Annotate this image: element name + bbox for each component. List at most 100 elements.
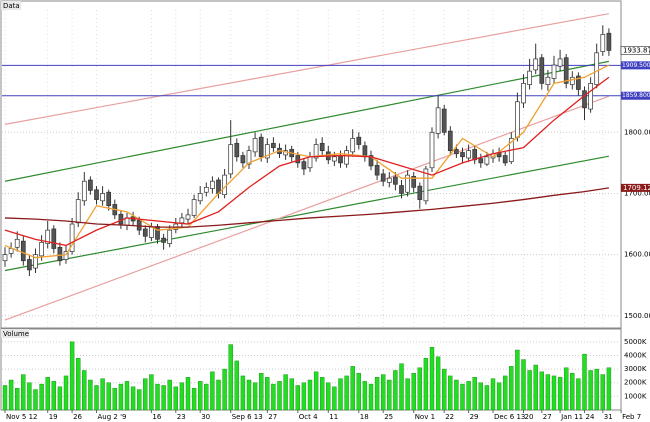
x-tick-label: 23 xyxy=(177,413,186,421)
x-tick-label: 27 xyxy=(268,413,277,421)
candle-body xyxy=(319,142,325,152)
volume-tick-label: 1000K xyxy=(624,392,647,400)
volume-bar xyxy=(112,387,118,411)
volume-bar xyxy=(301,382,307,411)
candle-body xyxy=(106,191,112,207)
volume-bar xyxy=(277,381,282,411)
candle-body xyxy=(600,34,606,52)
volume-bar xyxy=(478,382,483,411)
candle-body xyxy=(39,242,44,257)
candle-body xyxy=(8,248,14,254)
candle-body xyxy=(75,199,81,224)
volume-bar xyxy=(582,353,587,411)
volume-bar xyxy=(551,375,557,411)
channel-line xyxy=(4,60,610,182)
volume-bar xyxy=(533,364,538,411)
volume-bar xyxy=(326,382,331,411)
candle-body xyxy=(423,168,429,202)
volume-bar xyxy=(265,377,270,411)
volume-bar xyxy=(234,360,240,411)
candle-body xyxy=(569,76,575,85)
candle-body xyxy=(88,179,93,191)
x-tick-label: 29 xyxy=(470,413,479,421)
volume-bar xyxy=(210,371,215,411)
volume-bar xyxy=(521,359,526,411)
candle-body xyxy=(417,185,423,200)
candle-body xyxy=(411,175,417,188)
volume-bar xyxy=(387,379,392,411)
pane-title: Data xyxy=(3,2,20,10)
candle-body xyxy=(380,173,386,182)
candle-body xyxy=(332,156,337,162)
candle-body xyxy=(185,214,191,220)
x-tick-label: 22 xyxy=(445,413,454,421)
volume-bar xyxy=(27,382,32,411)
volume-bar xyxy=(161,385,166,411)
volume-bar xyxy=(442,368,447,411)
x-tick-label: 30 xyxy=(201,413,210,421)
candle-body xyxy=(155,226,160,240)
last-price-box xyxy=(620,46,650,55)
candle-body xyxy=(301,161,307,170)
volume-bar xyxy=(374,377,380,411)
price-label-box xyxy=(621,61,650,70)
volume-bar xyxy=(381,374,386,411)
candle-body xyxy=(228,144,234,175)
volume-bar xyxy=(472,377,477,411)
candle-body xyxy=(338,155,343,164)
candle-body xyxy=(222,174,227,196)
volume-bar xyxy=(179,382,185,411)
candle-body xyxy=(460,152,465,158)
volume-bar xyxy=(503,375,508,411)
candle-body xyxy=(606,32,612,51)
volume-bar xyxy=(21,374,26,411)
candle-body xyxy=(313,144,319,159)
volume-bar xyxy=(118,383,124,411)
candle-body xyxy=(478,158,484,164)
candle-body xyxy=(447,130,453,152)
volume-bar xyxy=(350,366,355,411)
candle-body xyxy=(271,142,276,148)
volume-bar xyxy=(191,387,197,411)
volume-bar xyxy=(411,372,416,411)
volume-bar xyxy=(252,382,258,411)
candle-body xyxy=(94,189,99,200)
ma-label-box xyxy=(621,183,650,192)
volume-bar xyxy=(88,379,93,411)
x-tick-label: Feb 7 xyxy=(622,413,641,421)
volume-bar xyxy=(149,374,154,411)
volume-bar xyxy=(222,368,227,411)
volume-bar xyxy=(271,383,276,411)
volume-bar xyxy=(185,377,191,411)
x-tick-label: 27 xyxy=(543,413,552,421)
volume-bar xyxy=(515,349,520,411)
y-tick-label: 1800.00 xyxy=(624,128,650,136)
moving-average xyxy=(4,76,610,247)
price-label: 1909.5000 xyxy=(622,62,650,69)
candle-body xyxy=(20,240,26,262)
x-tick-label: Sep 6 13 xyxy=(232,413,263,421)
candle-body xyxy=(2,254,8,262)
x-tick-label: 25 xyxy=(384,413,393,421)
candle-body xyxy=(576,75,581,90)
volume-bar xyxy=(283,374,288,411)
candle-body xyxy=(57,246,63,262)
volume-tick-label: 4000K xyxy=(624,351,647,359)
candle-body xyxy=(521,83,526,104)
volume-bar xyxy=(228,344,233,411)
volume-bar xyxy=(33,389,38,411)
volume-bar xyxy=(57,386,63,411)
volume-bar xyxy=(14,387,20,411)
candle-body xyxy=(393,176,398,185)
volume-bar xyxy=(362,381,368,411)
moving-average xyxy=(4,187,609,228)
candle-body xyxy=(582,90,587,109)
volume-bar xyxy=(490,378,496,411)
volume-bar xyxy=(344,375,349,411)
candle-body xyxy=(69,223,75,252)
candle-body xyxy=(191,199,197,216)
volume-bar xyxy=(564,367,569,411)
volume-bar xyxy=(143,378,148,411)
volume-bar xyxy=(8,379,14,411)
